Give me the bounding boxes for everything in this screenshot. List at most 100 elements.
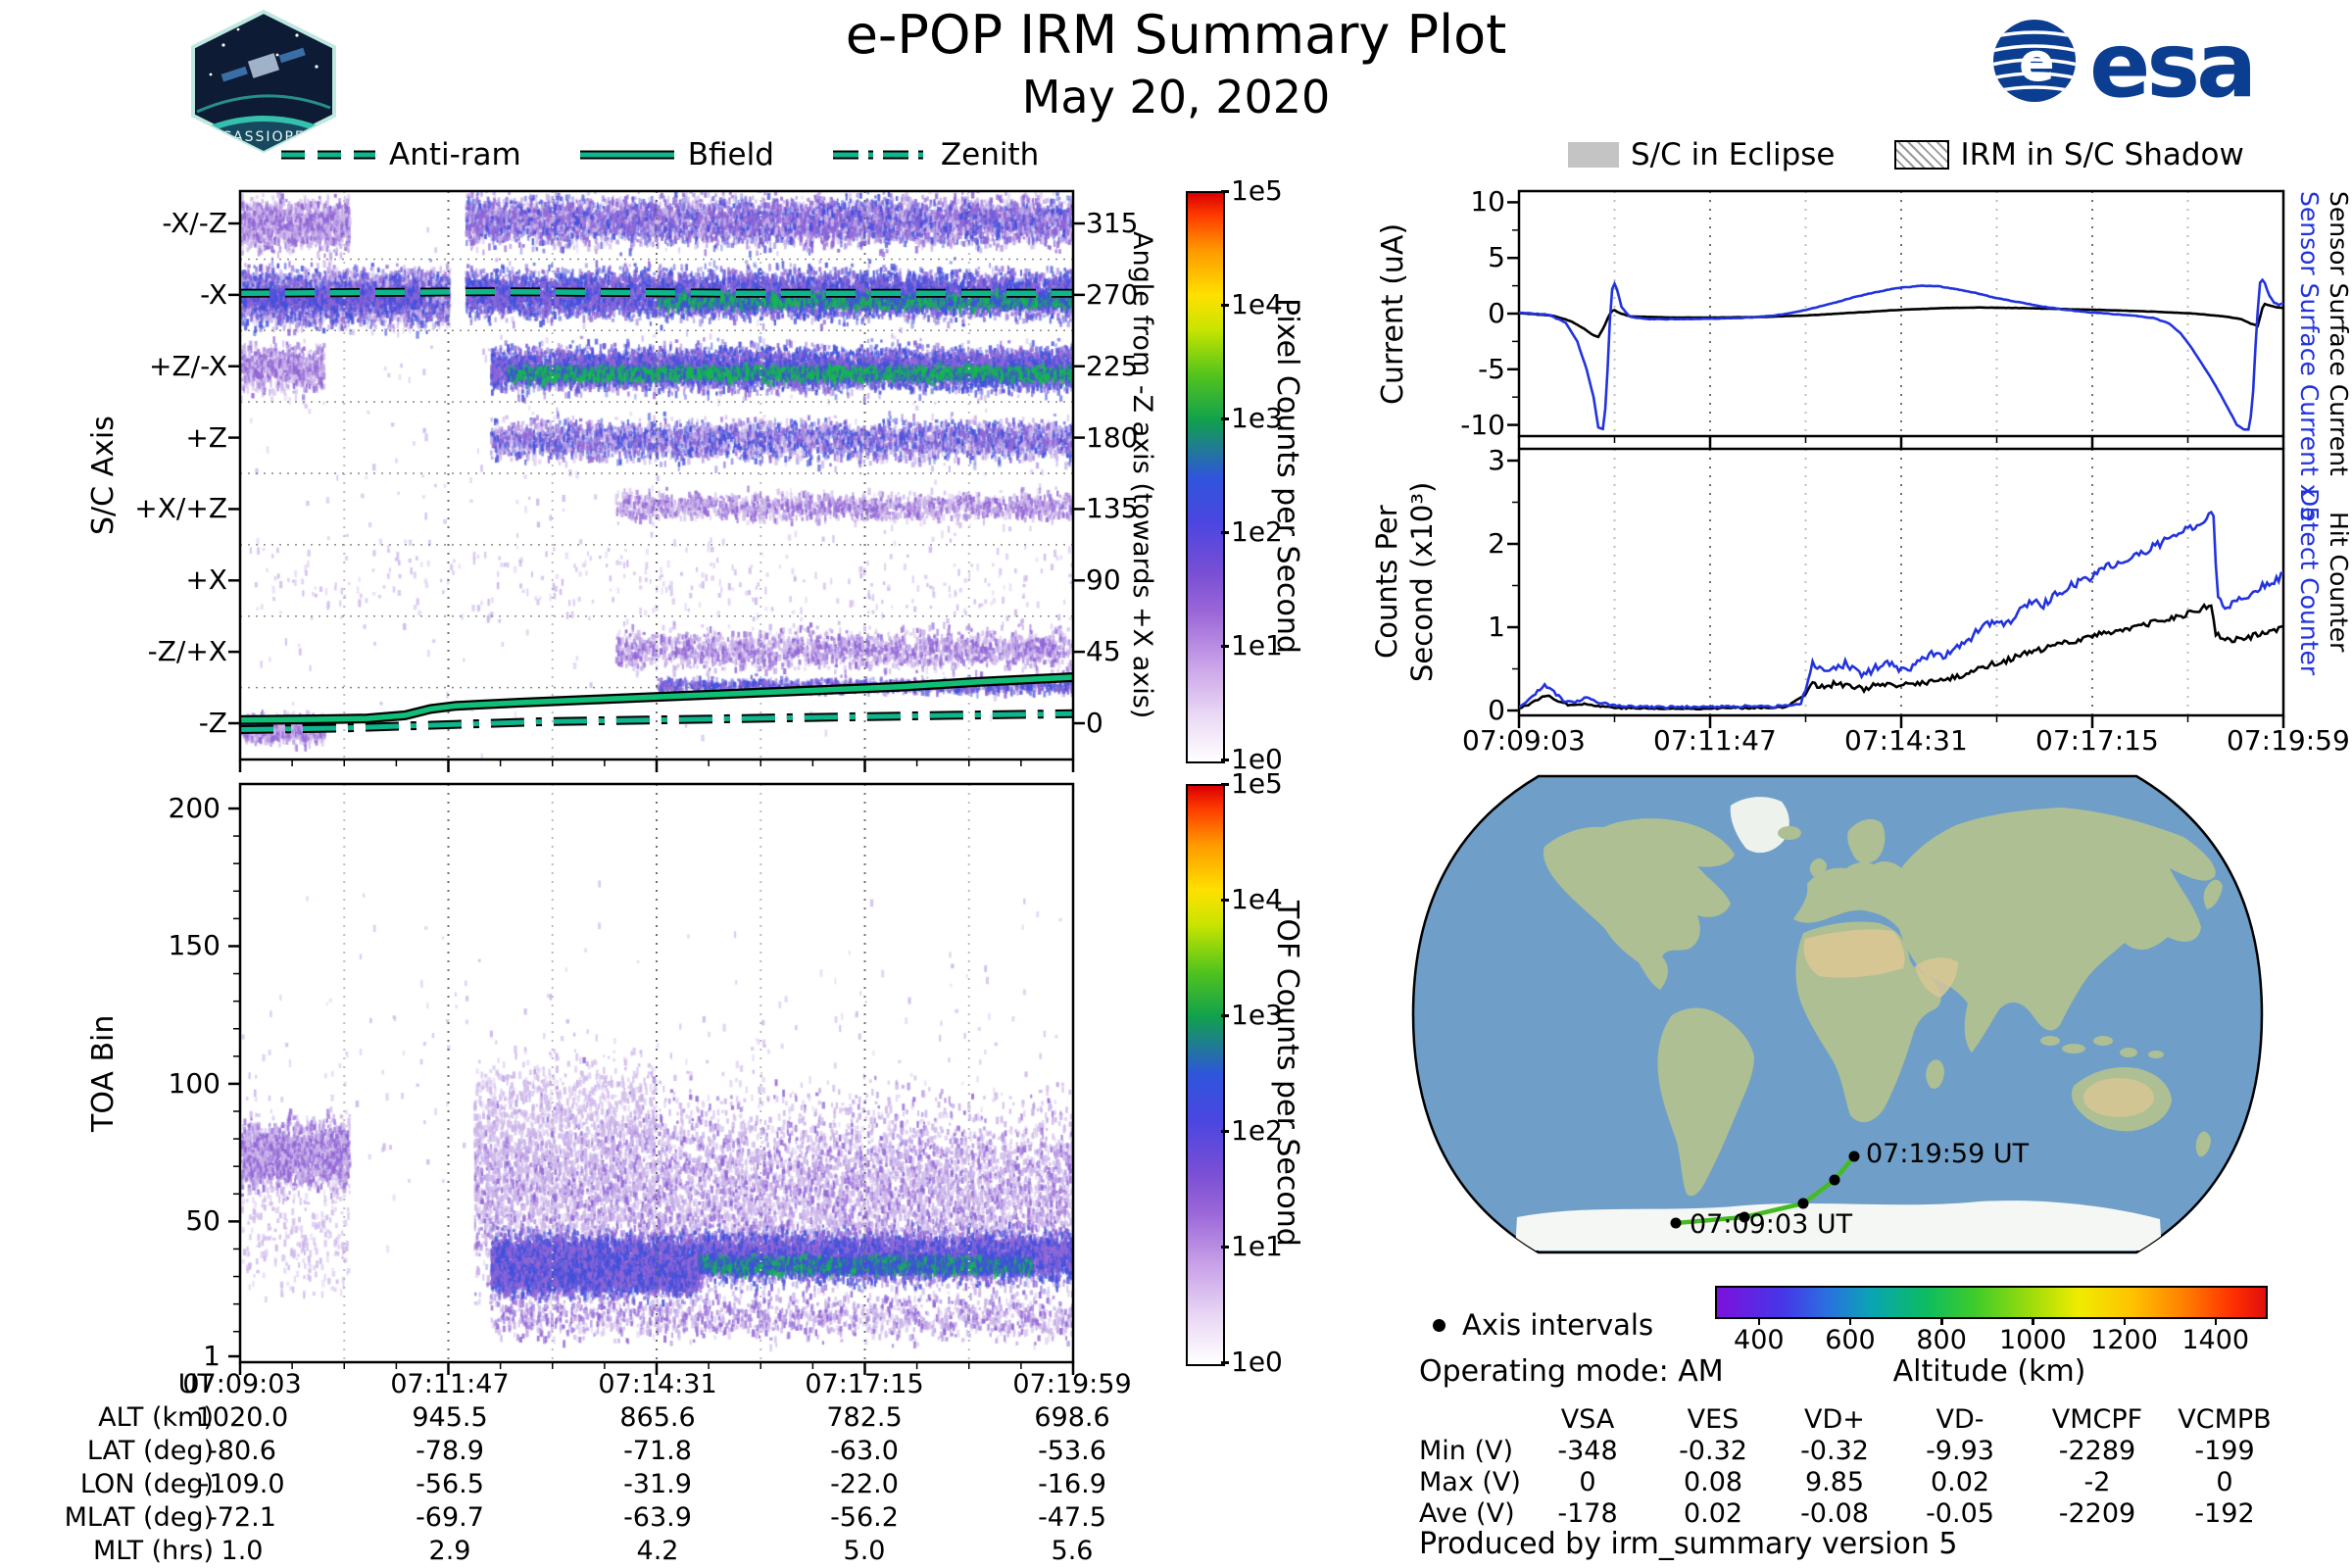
track-end-label: 07:19:59 UT <box>1866 1139 2030 1169</box>
voltage-col-header: VD+ <box>1804 1404 1865 1435</box>
current-tick: 5 <box>1488 241 1505 274</box>
voltage-value: -0.32 <box>1679 1436 1747 1466</box>
voltage-col-header: VMCPF <box>2051 1404 2143 1435</box>
page-date: May 20, 2020 <box>1021 71 1331 123</box>
world-map: 07:09:03 UT 07:19:59 UT <box>1411 774 2264 1254</box>
counts-tick: 0 <box>1488 694 1505 726</box>
counts-tick: 3 <box>1488 444 1505 476</box>
alt-mark <box>2032 1317 2034 1325</box>
toa-tick: 100 <box>168 1066 220 1100</box>
ephemeris-value: 07:11:47 <box>390 1369 510 1399</box>
alt-mark <box>2214 1317 2218 1325</box>
tof-colorbar-tick: 1e3 <box>1231 999 1283 1031</box>
counts-right-label-1: Hit Counter <box>2325 512 2352 653</box>
ephemeris-value: 1020.0 <box>195 1402 289 1433</box>
voltage-row-label: Ave (V) <box>1419 1498 1515 1529</box>
ephemeris-value: -47.5 <box>1038 1502 1106 1533</box>
pixel-colorbar-tick: 1e1 <box>1231 629 1283 662</box>
altitude-tick: 1200 <box>2090 1325 2158 1355</box>
ephemeris-value: -56.5 <box>416 1469 484 1499</box>
ephemeris-value: -63.0 <box>830 1436 899 1466</box>
cb-mark <box>1221 1014 1229 1017</box>
altitude-tick: 400 <box>1734 1325 1785 1355</box>
cb-mark <box>1221 1246 1229 1249</box>
toa-spectrogram-panel <box>228 782 1075 1375</box>
voltage-col-header: VD- <box>1936 1404 1984 1435</box>
time-tick: 07:17:15 <box>2035 724 2159 757</box>
map-uk <box>1809 858 1827 877</box>
orientation-line-legend: Anti-ram Bfield Zenith <box>279 135 1039 174</box>
ephemeris-value: -109.0 <box>199 1469 285 1499</box>
ephemeris-value: 2.9 <box>428 1536 471 1566</box>
angle-tick: 315 <box>1086 207 1139 239</box>
voltage-value: -0.08 <box>1800 1498 1869 1529</box>
ephemeris-row-label: LON (deg) <box>79 1469 214 1499</box>
map-greenland <box>1730 797 1789 854</box>
current-tick: 10 <box>1470 185 1505 219</box>
cb-mark <box>1221 1130 1229 1133</box>
sc-axis-tick: +Z <box>185 420 227 454</box>
counters-panel <box>1507 447 2285 728</box>
counters-plot <box>1507 447 2285 728</box>
tof-colorbar-tick: 1e5 <box>1231 767 1283 800</box>
cb-mark <box>1221 417 1229 420</box>
voltage-value: 9.85 <box>1804 1467 1865 1497</box>
dashed-line-sample <box>281 150 375 160</box>
cb-mark <box>1221 304 1229 307</box>
voltage-value: -199 <box>2194 1436 2255 1466</box>
current-tick: -5 <box>1478 352 1505 385</box>
current-tick: -10 <box>1460 408 1505 441</box>
ephemeris-value: 5.6 <box>1051 1536 1094 1566</box>
legend-label: Bfield <box>687 137 774 172</box>
pixel-colorbar-tick: 1e0 <box>1231 743 1283 775</box>
tof-colorbar-tick: 1e1 <box>1231 1230 1283 1262</box>
counts-tick: 1 <box>1488 611 1505 643</box>
voltage-row-label: Max (V) <box>1419 1467 1521 1497</box>
voltage-value: -0.05 <box>1926 1498 1994 1529</box>
ephemeris-value: 07:17:15 <box>805 1369 924 1399</box>
sc-axis-tick: +Z/-X <box>149 349 227 382</box>
ephemeris-value: 698.6 <box>1034 1402 1110 1433</box>
angle-tick: 225 <box>1086 349 1139 382</box>
pixel-colorbar-label: Pixel Counts per Second <box>1270 297 1304 654</box>
ephemeris-value: 945.5 <box>412 1402 488 1433</box>
sc-axis-tick: +X/+Z <box>134 492 227 525</box>
axis-intervals-marker <box>1433 1319 1446 1332</box>
voltage-value: 0.08 <box>1683 1467 1743 1497</box>
ephemeris-value: -80.6 <box>208 1436 276 1466</box>
legend-label: S/C in Eclipse <box>1631 137 1836 172</box>
altitude-tick: 1400 <box>2181 1325 2250 1355</box>
voltage-value: -2209 <box>2058 1498 2136 1529</box>
axis-intervals-label: Axis intervals <box>1462 1308 1654 1342</box>
legend-item-zenith: Zenith <box>831 137 1039 172</box>
ground-track: 07:09:03 UT 07:19:59 UT <box>1670 1139 2030 1240</box>
toa-spectrogram-overlay <box>228 782 1075 1375</box>
angle-tick: 0 <box>1086 707 1103 739</box>
page-title: e-POP IRM Summary Plot <box>845 4 1507 66</box>
sc-axis-ylabel: S/C Axis <box>86 416 121 535</box>
legend-item-irm-shadow: IRM in S/C Shadow <box>1893 137 2244 172</box>
ephemeris-row-label: ALT (km) <box>98 1402 214 1433</box>
ephemeris-value: 4.2 <box>636 1536 679 1566</box>
voltage-value: -192 <box>2194 1498 2255 1529</box>
ephemeris-value: 782.5 <box>826 1402 903 1433</box>
voltage-row-label: Min (V) <box>1419 1436 1514 1466</box>
map-north-america <box>1543 818 1735 990</box>
ephemeris-value: 5.0 <box>843 1536 886 1566</box>
angle-tick: 45 <box>1086 635 1121 668</box>
tof-colorbar-tick: 1e0 <box>1231 1346 1283 1378</box>
time-tick: 07:09:03 <box>1462 724 1586 757</box>
ephemeris-value: -63.9 <box>623 1502 692 1533</box>
sc-axis-spectrogram-overlay <box>228 189 1085 772</box>
alt-mark <box>1940 1317 1943 1325</box>
voltage-value: 0 <box>2216 1467 2233 1497</box>
sc-axis-tick: -X/-Z <box>162 207 227 239</box>
map-japan <box>2203 879 2223 909</box>
track-start-label: 07:09:03 UT <box>1690 1209 1853 1240</box>
voltage-col-header: VSA <box>1560 1404 1615 1435</box>
operating-mode-label: Operating mode: AM <box>1419 1354 1724 1389</box>
voltage-value: -348 <box>1557 1436 1618 1466</box>
map-madagascar <box>1926 1059 1944 1089</box>
alt-mark <box>1757 1317 1761 1325</box>
voltage-value: 0.02 <box>1683 1498 1743 1529</box>
